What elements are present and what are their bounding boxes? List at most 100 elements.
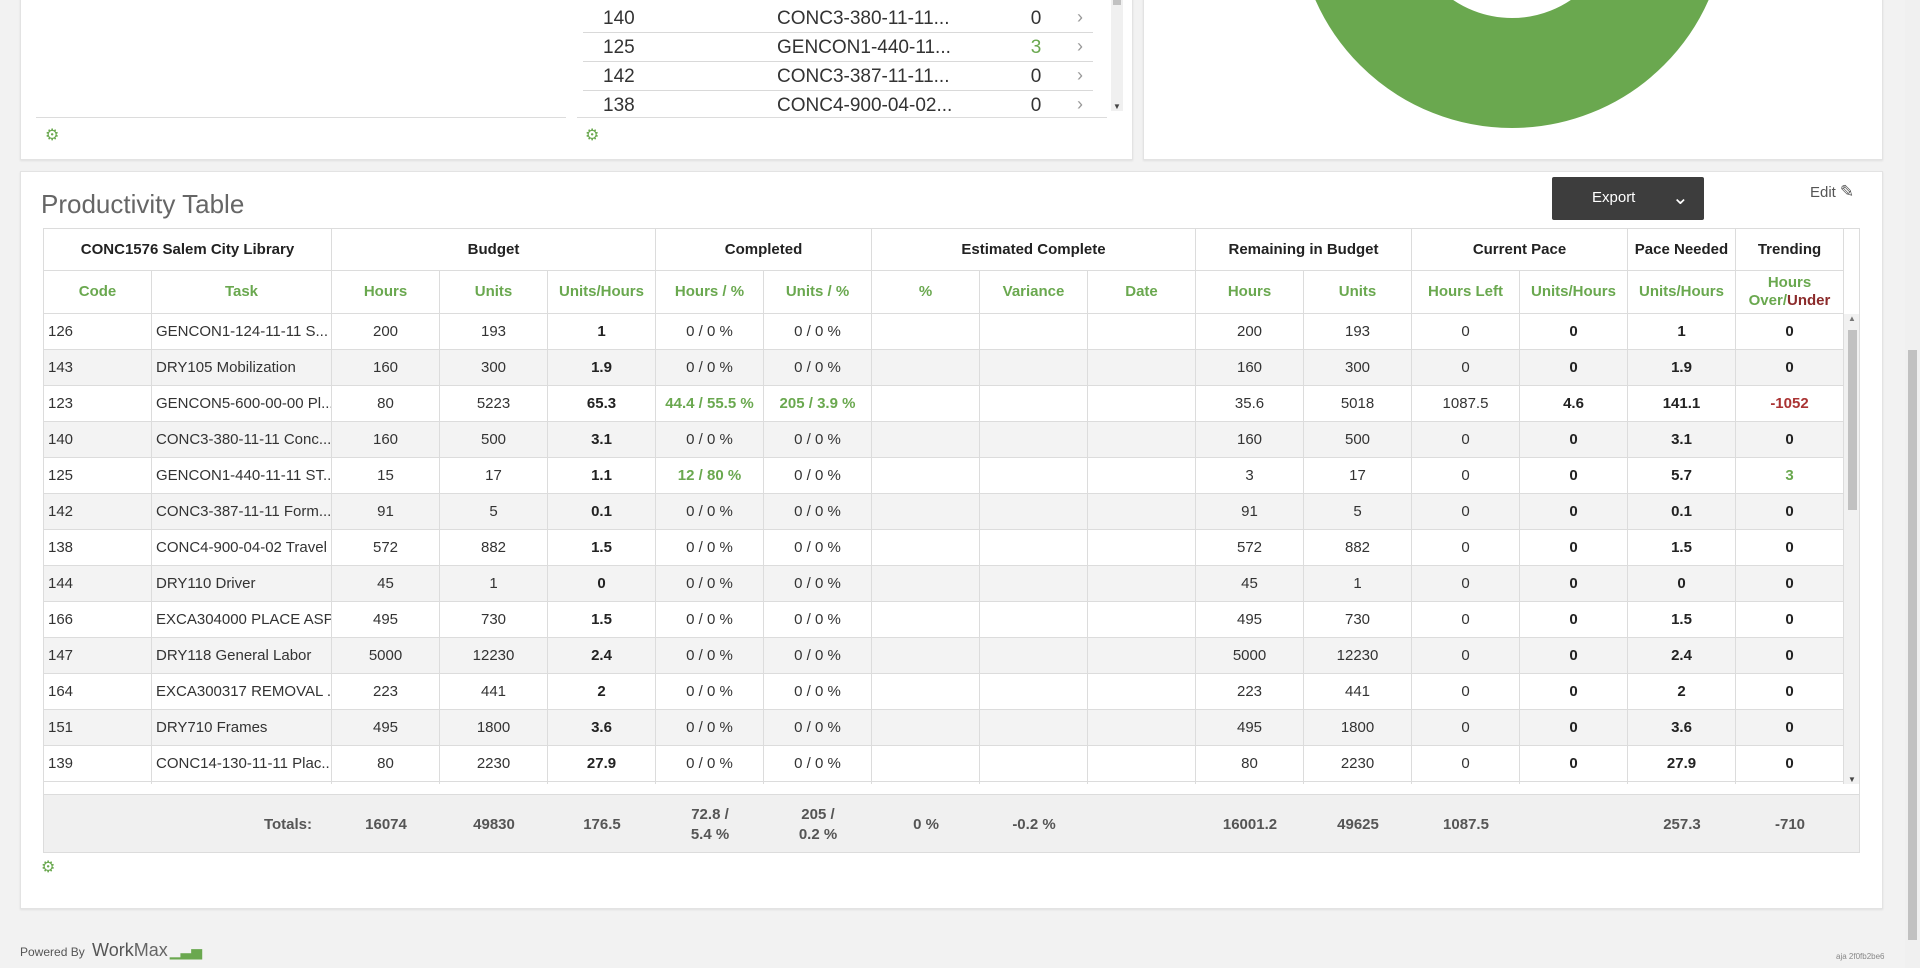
export-button[interactable]: Export ⌄: [1552, 177, 1704, 220]
trending-header-text: Hours Over/Under: [1749, 274, 1831, 310]
cell-trend: 0: [1736, 710, 1844, 746]
empty-cell: [548, 782, 656, 784]
table-row[interactable]: 123 GENCON5-600-00-00 Pl... 80 5223 65.3 44.4…: [44, 386, 1844, 422]
column-header[interactable]: Units/Hours: [548, 271, 656, 313]
table-body[interactable]: 126 GENCON1-124-11-11 S... 200 193 1 0 / 0 % 0…: [44, 314, 1844, 784]
scroll-thumb[interactable]: [1848, 330, 1857, 510]
cell-e-pct: [872, 602, 980, 638]
totals-cell: -710: [1736, 795, 1844, 852]
table-scrollbar[interactable]: ▲ ▼: [1844, 314, 1859, 784]
workmax-logo[interactable]: WorkMax: [92, 940, 168, 960]
table-row[interactable]: 125 GENCON1-440-11-11 ST... 15 17 1.1 12 / 80…: [44, 458, 1844, 494]
cell-b-hours: 15: [332, 458, 440, 494]
cell-e-pct: [872, 566, 980, 602]
cell-b-hours: 80: [332, 746, 440, 782]
column-header[interactable]: Hours / %: [656, 271, 764, 313]
table-row[interactable]: 126 GENCON1-124-11-11 S... 200 193 1 0 / 0 % 0…: [44, 314, 1844, 350]
column-header[interactable]: Hours Left: [1412, 271, 1520, 313]
scroll-down-arrow-icon[interactable]: ▼: [1113, 102, 1121, 111]
table-row[interactable]: 164 EXCA300317 REMOVAL ... 223 441 2 0 / 0 % 0…: [44, 674, 1844, 710]
table-row[interactable]: 143 DRY105 Mobilization 160 300 1.9 0 / 0 % 0 …: [44, 350, 1844, 386]
cell-task: DRY118 General Labor: [152, 638, 332, 674]
cell-p-uh: 0: [1520, 602, 1628, 638]
cell-b-hours: 495: [332, 710, 440, 746]
column-header[interactable]: Units/Hours: [1520, 271, 1628, 313]
table-row[interactable]: 144 DRY110 Driver 45 1 0 0 / 0 % 0 / 0 % 45 1 0 0 0…: [44, 566, 1844, 602]
logo-part: Max: [133, 940, 168, 960]
table-row[interactable]: 166 EXCA304000 PLACE ASP... 495 730 1.5 0 / 0…: [44, 602, 1844, 638]
column-header[interactable]: Date: [1088, 271, 1196, 313]
cell-b-units: 1: [440, 566, 548, 602]
list-item[interactable]: 125 GENCON1-440-11... 3 ›: [583, 34, 1093, 62]
page-scrollbar[interactable]: [1905, 0, 1920, 968]
column-header[interactable]: Variance: [980, 271, 1088, 313]
column-header[interactable]: Hours: [1196, 271, 1304, 313]
table-row[interactable]: 139 CONC14-130-11-11 Plac... 80 2230 27.9 0 /…: [44, 746, 1844, 782]
list-item-name: CONC3-380-11-11...: [777, 8, 950, 29]
mini-list-scrollbar[interactable]: ▼: [1111, 0, 1123, 111]
table-column-header: Code Task Hours Units Units/Hours Hours / % Un…: [44, 271, 1844, 314]
totals-value: 49830: [473, 815, 515, 835]
chevron-right-icon[interactable]: ›: [1077, 94, 1083, 114]
cell-p-left: 0: [1412, 530, 1520, 566]
cell-e-pct: [872, 674, 980, 710]
column-header[interactable]: Code: [44, 271, 152, 313]
column-header[interactable]: Units: [1304, 271, 1412, 313]
table-row[interactable]: 138 CONC4-900-04-02 Travel 572 882 1.5 0 / 0 …: [44, 530, 1844, 566]
cell-c-units: 0 / 0 %: [764, 350, 872, 386]
column-header[interactable]: Units: [440, 271, 548, 313]
list-item-name: GENCON1-440-11...: [777, 37, 951, 58]
cell-code: 143: [44, 350, 152, 386]
page-scroll-thumb[interactable]: [1908, 350, 1917, 940]
donut-chart: [1316, 0, 1708, 128]
cell-r-units: 193: [1304, 314, 1412, 350]
cell-e-var: [980, 710, 1088, 746]
cell-trend: 0: [1736, 566, 1844, 602]
column-header[interactable]: %: [872, 271, 980, 313]
edit-label: Edit: [1810, 184, 1836, 201]
cell-p-uh: 0: [1520, 458, 1628, 494]
totals-cell: 176.5: [548, 795, 656, 852]
cell-task: CONC4-900-04-02 Travel: [152, 530, 332, 566]
column-header[interactable]: Hours: [332, 271, 440, 313]
powered-by-text: Powered By: [20, 945, 85, 959]
totals-b-uh: 176.5: [583, 815, 621, 833]
scroll-thumb[interactable]: [1113, 0, 1121, 5]
cell-c-units: 0 / 0 %: [764, 422, 872, 458]
cell-e-date: [1088, 566, 1196, 602]
empty-cell: [44, 782, 152, 784]
gear-icon[interactable]: ⚙: [41, 859, 56, 876]
column-header[interactable]: Units / %: [764, 271, 872, 313]
scroll-down-arrow-icon[interactable]: ▼: [1848, 775, 1856, 784]
column-header-trending[interactable]: Hours Over/Under: [1736, 271, 1844, 313]
chevron-right-icon[interactable]: ›: [1077, 36, 1083, 56]
totals-cell: 72.8 / 5.4 %: [656, 795, 764, 852]
list-item[interactable]: 140 CONC3-380-11-11... 0 ›: [583, 5, 1093, 33]
cell-b-units: 17: [440, 458, 548, 494]
group-header: Trending: [1736, 229, 1844, 270]
cell-e-pct: [872, 350, 980, 386]
gear-icon[interactable]: ⚙: [585, 127, 600, 144]
chevron-right-icon[interactable]: ›: [1077, 65, 1083, 85]
cell-r-hours: 200: [1196, 314, 1304, 350]
list-item-value: 3: [1030, 37, 1042, 58]
table-row[interactable]: 140 CONC3-380-11-11 Conc... 160 500 3.1 0 / 0…: [44, 422, 1844, 458]
cell-b-units: 730: [440, 602, 548, 638]
table-row[interactable]: 151 DRY710 Frames 495 1800 3.6 0 / 0 % 0 / 0 %…: [44, 710, 1844, 746]
cell-r-hours: 572: [1196, 530, 1304, 566]
list-item[interactable]: 142 CONC3-387-11-11... 0 ›: [583, 63, 1093, 91]
column-header[interactable]: Task: [152, 271, 332, 313]
column-header[interactable]: Units/Hours: [1628, 271, 1736, 313]
chevron-right-icon[interactable]: ›: [1077, 7, 1083, 27]
cell-e-pct: [872, 314, 980, 350]
scroll-up-arrow-icon[interactable]: ▲: [1848, 314, 1856, 323]
cell-e-date: [1088, 458, 1196, 494]
list-item[interactable]: 138 CONC4-900-04-02... 0 ›: [583, 92, 1093, 117]
gear-icon[interactable]: ⚙: [45, 127, 60, 144]
cell-need: 5.7: [1628, 458, 1736, 494]
table-row[interactable]: 142 CONC3-387-11-11 Form... 91 5 0.1 0 / 0 % 0…: [44, 494, 1844, 530]
table-row[interactable]: 147 DRY118 General Labor 5000 12230 2.4 0 / 0…: [44, 638, 1844, 674]
cell-code: 140: [44, 422, 152, 458]
edit-button[interactable]: Edit ✎: [1810, 182, 1854, 202]
